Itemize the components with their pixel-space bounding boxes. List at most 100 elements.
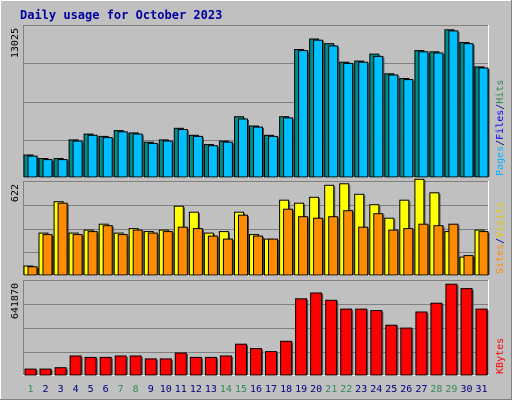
series-kbytes (24, 283, 489, 376)
bar-sites-day-29 (448, 223, 459, 276)
bar-files-day-22 (343, 62, 354, 178)
bar-files-day-29 (448, 30, 459, 178)
legend-entry: Pages (495, 146, 506, 176)
bar-sites-day-15 (238, 214, 248, 276)
bar-kbytes-day-14 (219, 355, 232, 376)
day-label-31: 31 (475, 384, 487, 395)
day-label-27: 27 (415, 384, 427, 395)
bar-sites-day-3 (57, 202, 68, 276)
day-label-14: 14 (220, 384, 232, 395)
legend-entry: Sites (495, 244, 506, 274)
bar-files-day-8 (132, 133, 143, 178)
day-label-30: 30 (460, 384, 472, 395)
bar-kbytes-day-1 (24, 368, 37, 376)
bar-files-day-19 (298, 50, 309, 178)
legend-entry: KBytes (495, 338, 506, 374)
bar-files-day-4 (72, 140, 83, 178)
day-label-1: 1 (27, 384, 33, 395)
day-label-5: 5 (88, 384, 94, 395)
series-files (27, 30, 490, 178)
bar-kbytes-day-11 (174, 352, 187, 376)
chart-title: Daily usage for October 2023 (20, 8, 222, 22)
bar-files-day-21 (328, 45, 339, 178)
legend-entry: / (495, 238, 506, 244)
y-max-label: 622 (10, 184, 21, 202)
day-label-4: 4 (73, 384, 79, 395)
bar-kbytes-day-7 (114, 355, 127, 376)
bar-sites-day-5 (87, 231, 98, 276)
bar-files-day-16 (253, 126, 263, 178)
bar-sites-day-23 (358, 226, 369, 276)
bar-files-day-17 (268, 135, 278, 178)
bar-kbytes-day-29 (445, 283, 458, 376)
bar-kbytes-day-21 (325, 299, 338, 376)
bar-kbytes-day-6 (99, 356, 112, 376)
legend-entry: Hits (495, 80, 506, 104)
bar-sites-day-8 (132, 229, 143, 276)
bar-kbytes-day-24 (370, 310, 383, 376)
day-label-13: 13 (205, 384, 217, 395)
bar-files-day-9 (147, 142, 158, 178)
bar-sites-day-19 (298, 216, 309, 276)
bar-kbytes-day-23 (355, 308, 368, 376)
bar-kbytes-day-17 (265, 351, 277, 376)
bar-sites-day-13 (207, 235, 218, 276)
bar-files-day-15 (238, 118, 248, 178)
day-label-2: 2 (42, 384, 48, 395)
bar-kbytes-day-31 (475, 308, 488, 376)
bar-sites-day-10 (162, 231, 173, 276)
bar-sites-day-7 (117, 234, 128, 276)
bar-kbytes-day-3 (54, 367, 67, 376)
day-label-26: 26 (400, 384, 412, 395)
bar-kbytes-day-15 (235, 343, 247, 376)
day-label-7: 7 (118, 384, 124, 395)
bar-kbytes-day-4 (69, 355, 82, 376)
bar-kbytes-day-30 (460, 288, 473, 376)
day-label-8: 8 (133, 384, 139, 395)
bar-kbytes-day-16 (250, 348, 262, 376)
bar-files-day-5 (87, 134, 98, 178)
bar-files-day-20 (313, 39, 324, 178)
bar-sites-day-17 (268, 238, 278, 276)
bar-sites-day-12 (192, 228, 203, 276)
y-max-label: 13025 (10, 28, 21, 58)
bar-files-day-30 (463, 43, 474, 178)
legend: Pages/Files/Hits (495, 80, 506, 176)
bar-kbytes-day-5 (84, 356, 97, 376)
bar-sites-day-22 (343, 210, 354, 276)
bar-sites-day-2 (42, 234, 53, 276)
legend: Sites/Visits (495, 202, 506, 274)
bar-sites-day-9 (147, 232, 158, 276)
day-label-12: 12 (190, 384, 202, 395)
bar-sites-day-11 (177, 226, 188, 276)
bar-files-day-13 (207, 145, 218, 178)
bar-files-day-6 (102, 137, 113, 178)
bar-files-day-23 (358, 61, 369, 178)
bar-files-day-18 (283, 117, 294, 178)
day-label-29: 29 (445, 384, 457, 395)
bar-sites-day-24 (373, 213, 384, 276)
day-label-17: 17 (265, 384, 277, 395)
bar-kbytes-day-9 (144, 358, 157, 376)
day-label-18: 18 (280, 384, 292, 395)
bar-kbytes-day-25 (385, 324, 398, 376)
day-label-9: 9 (148, 384, 154, 395)
panel-2: 622 Sites/Visits (10, 178, 506, 276)
bar-kbytes-day-18 (280, 340, 293, 376)
day-label-19: 19 (295, 384, 307, 395)
day-label-23: 23 (355, 384, 367, 395)
series-sites (27, 202, 490, 276)
bar-kbytes-day-8 (129, 355, 142, 376)
bar-sites-day-25 (388, 229, 399, 276)
bar-kbytes-day-2 (39, 368, 52, 376)
bar-files-day-28 (433, 52, 444, 178)
legend-entry: / (495, 104, 506, 110)
bar-kbytes-day-28 (430, 302, 443, 376)
bar-sites-day-18 (283, 208, 294, 276)
bar-files-day-14 (222, 141, 233, 178)
bar-kbytes-day-10 (159, 358, 172, 376)
bar-files-day-24 (373, 55, 384, 178)
bar-files-day-3 (57, 159, 68, 178)
